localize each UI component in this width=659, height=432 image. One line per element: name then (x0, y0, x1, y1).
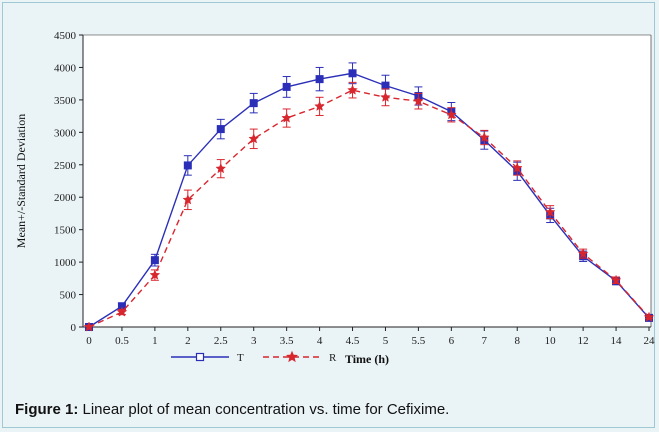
y-axis-title: Mean+/-Standard Deviation (14, 114, 28, 248)
x-tick-label: 3.5 (280, 335, 294, 347)
data-point (248, 133, 260, 144)
data-point (150, 256, 159, 265)
y-tick-label: 2500 (54, 160, 77, 172)
x-tick-label: 3 (251, 335, 257, 347)
x-tick-label: 12 (578, 335, 589, 347)
data-point (643, 311, 655, 322)
data-point (478, 131, 490, 143)
x-tick-label: 24 (644, 335, 656, 347)
x-axis-title: Time (h) (345, 352, 389, 366)
data-point (216, 125, 225, 134)
x-tick-label: 10 (545, 335, 557, 347)
x-tick-label: 5.5 (412, 335, 426, 347)
y-tick-label: 2000 (54, 192, 77, 204)
line-chart: 0 500 1000 1500 2000 2500 3000 3500 4000 4500 0 0.5… (14, 30, 655, 366)
series-group (83, 62, 655, 332)
legend-label: R (329, 352, 337, 364)
y-tick-label: 500 (60, 290, 77, 302)
x-tick-label: 7 (482, 335, 488, 347)
figure-caption: Figure 1: Linear plot of mean concentrat… (15, 401, 655, 418)
series-t-line (88, 72, 650, 328)
data-point (249, 99, 258, 108)
x-tick-label: 5 (383, 335, 389, 347)
data-point (116, 306, 128, 317)
y-tick-label: 1500 (54, 225, 77, 237)
y-tick-label: 4500 (54, 30, 77, 42)
y-tick-label: 1000 (54, 257, 77, 269)
x-tick-label: 2.5 (214, 335, 228, 347)
y-tick-label: 3500 (54, 95, 77, 107)
data-point (380, 91, 391, 102)
legend-label: T (237, 352, 244, 364)
series-r (83, 81, 655, 332)
x-tick-label: 14 (611, 335, 623, 347)
legend-item-t: T (171, 352, 244, 364)
data-point (182, 194, 194, 205)
data-point (183, 161, 192, 170)
x-tick-label: 4 (317, 335, 323, 347)
data-point (413, 95, 424, 106)
x-tick-label: 1 (152, 335, 158, 347)
axes: 0 500 1000 1500 2000 2500 3000 3500 4000 4500 0 0.5… (54, 30, 655, 347)
x-tick-label: 0 (86, 335, 92, 347)
legend-marker (195, 352, 205, 362)
caption-label: Figure 1: (15, 401, 79, 418)
x-tick-label: 2 (185, 335, 191, 347)
x-tick-label: 8 (514, 335, 520, 347)
x-tick-label: 0.5 (115, 335, 129, 347)
data-point (347, 84, 358, 95)
data-point (610, 274, 622, 285)
y-tick-label: 3000 (54, 127, 77, 139)
data-point (315, 75, 324, 84)
series-r-line (88, 89, 650, 328)
x-tick-label: 6 (449, 335, 455, 347)
figure-panel: 0 500 1000 1500 2000 2500 3000 3500 4000 4500 0 0.5… (2, 2, 655, 428)
data-point (381, 81, 390, 90)
data-point (83, 321, 95, 332)
data-point (511, 162, 523, 173)
y-tick-label: 0 (71, 322, 77, 334)
legend-marker (286, 350, 298, 363)
plot-area (83, 35, 651, 327)
legend-item-r: R (263, 350, 337, 364)
data-point (281, 112, 293, 123)
data-point (348, 69, 357, 78)
x-tick-label: 4.5 (346, 335, 360, 347)
data-point (445, 109, 457, 120)
data-point (149, 269, 161, 280)
caption-text: Linear plot of mean concentration vs. ti… (78, 401, 450, 418)
plot-background (83, 35, 651, 327)
data-point (282, 82, 291, 91)
data-point (314, 100, 325, 111)
data-point (544, 206, 556, 217)
y-tick-label: 4000 (54, 62, 77, 74)
data-point (215, 163, 227, 174)
data-point (577, 248, 589, 259)
